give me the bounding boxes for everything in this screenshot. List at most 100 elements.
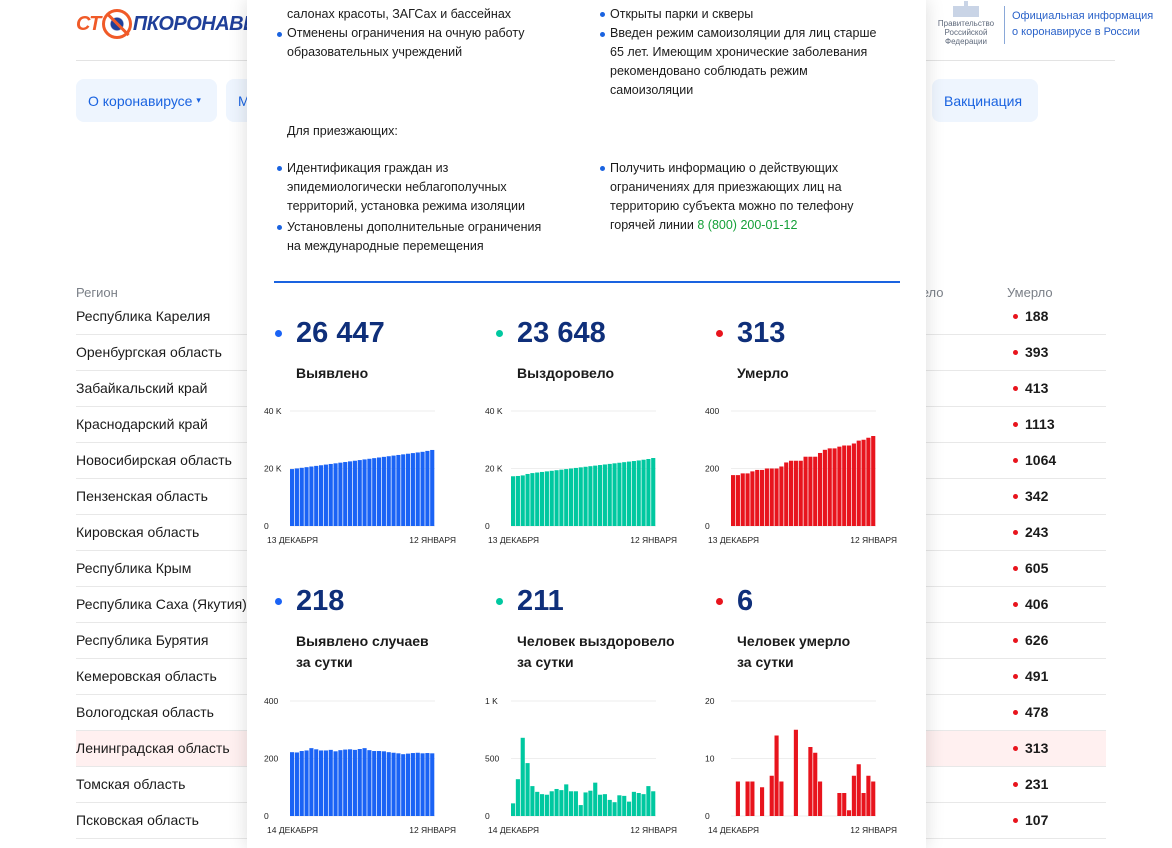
bar[interactable] — [328, 749, 333, 816]
bar[interactable] — [631, 791, 636, 816]
bar[interactable] — [372, 751, 377, 816]
bar[interactable] — [617, 795, 622, 816]
bar[interactable] — [430, 449, 435, 526]
bar[interactable] — [646, 786, 651, 816]
bar[interactable] — [861, 793, 866, 816]
bar[interactable] — [818, 452, 823, 526]
bar[interactable] — [520, 475, 525, 526]
bar[interactable] — [362, 748, 367, 816]
bar[interactable] — [622, 462, 627, 526]
bar[interactable] — [745, 473, 750, 526]
bar[interactable] — [352, 749, 357, 816]
bar[interactable] — [646, 459, 651, 526]
bar[interactable] — [808, 456, 813, 526]
bar[interactable] — [338, 750, 343, 816]
bar[interactable] — [299, 467, 304, 526]
bar[interactable] — [396, 454, 401, 526]
bar[interactable] — [760, 469, 765, 526]
bar[interactable] — [357, 460, 362, 526]
bar[interactable] — [866, 437, 871, 526]
bar[interactable] — [343, 462, 348, 526]
bar[interactable] — [593, 782, 598, 816]
bar[interactable] — [391, 455, 396, 526]
bar[interactable] — [430, 753, 435, 816]
bar[interactable] — [410, 453, 415, 526]
bar[interactable] — [813, 456, 818, 526]
bar[interactable] — [774, 468, 779, 527]
bar[interactable] — [622, 795, 627, 816]
bar[interactable] — [569, 468, 574, 527]
bar[interactable] — [842, 793, 847, 816]
bar[interactable] — [612, 463, 617, 526]
bar[interactable] — [745, 781, 750, 817]
bar[interactable] — [406, 753, 411, 816]
government-emblem[interactable]: Правительство Российской Федерации — [931, 0, 1001, 56]
bar[interactable] — [323, 750, 328, 816]
bar[interactable] — [309, 748, 314, 816]
bar[interactable] — [544, 471, 549, 526]
bar[interactable] — [856, 440, 861, 526]
bar[interactable] — [401, 454, 406, 526]
bar[interactable] — [559, 469, 564, 526]
bar[interactable] — [793, 460, 798, 526]
bar[interactable] — [842, 445, 847, 527]
bar[interactable] — [549, 470, 554, 526]
bar[interactable] — [377, 751, 382, 816]
bar[interactable] — [750, 471, 755, 526]
bar[interactable] — [769, 468, 774, 527]
bar[interactable] — [386, 456, 391, 526]
bar[interactable] — [420, 753, 425, 816]
bar[interactable] — [323, 464, 328, 526]
official-info-link[interactable]: Официальная информация о коронавирусе в … — [1012, 10, 1154, 38]
bar[interactable] — [573, 791, 578, 816]
bar[interactable] — [607, 799, 612, 816]
bar[interactable] — [578, 467, 583, 526]
bar[interactable] — [779, 466, 784, 526]
bar[interactable] — [769, 775, 774, 816]
bar[interactable] — [731, 475, 736, 526]
bar[interactable] — [290, 752, 295, 816]
bar[interactable] — [372, 458, 377, 526]
bar[interactable] — [540, 794, 545, 816]
bar[interactable] — [554, 470, 559, 526]
bar[interactable] — [348, 749, 353, 816]
bar[interactable] — [410, 753, 415, 816]
bar[interactable] — [871, 781, 876, 817]
bar[interactable] — [784, 462, 789, 526]
bar[interactable] — [837, 446, 842, 526]
bar[interactable] — [377, 457, 382, 526]
bar[interactable] — [304, 750, 309, 816]
bar[interactable] — [352, 460, 357, 526]
bar[interactable] — [735, 475, 740, 526]
nav-about-coronavirus[interactable]: О коронавирусе ▾ — [76, 79, 217, 122]
bar[interactable] — [535, 472, 540, 526]
bar[interactable] — [750, 781, 755, 817]
bar[interactable] — [861, 439, 866, 526]
bar[interactable] — [856, 764, 861, 816]
bar[interactable] — [593, 465, 598, 526]
bar[interactable] — [328, 463, 333, 526]
bar[interactable] — [764, 468, 769, 527]
bar[interactable] — [564, 469, 569, 526]
bar[interactable] — [813, 752, 818, 816]
bar[interactable] — [607, 463, 612, 526]
bar[interactable] — [425, 450, 430, 526]
bar[interactable] — [851, 443, 856, 526]
bar[interactable] — [564, 784, 569, 816]
bar[interactable] — [641, 459, 646, 526]
bar[interactable] — [511, 476, 516, 526]
bar[interactable] — [314, 465, 319, 526]
bar[interactable] — [348, 461, 353, 526]
bar[interactable] — [602, 794, 607, 816]
bar[interactable] — [396, 753, 401, 816]
bar[interactable] — [808, 747, 813, 816]
bar[interactable] — [381, 456, 386, 526]
bar[interactable] — [309, 466, 314, 526]
bar[interactable] — [530, 786, 535, 816]
bar[interactable] — [627, 801, 632, 816]
bar[interactable] — [540, 471, 545, 526]
bar[interactable] — [583, 466, 588, 526]
bar[interactable] — [530, 473, 535, 526]
bar[interactable] — [641, 794, 646, 816]
bar[interactable] — [401, 754, 406, 816]
